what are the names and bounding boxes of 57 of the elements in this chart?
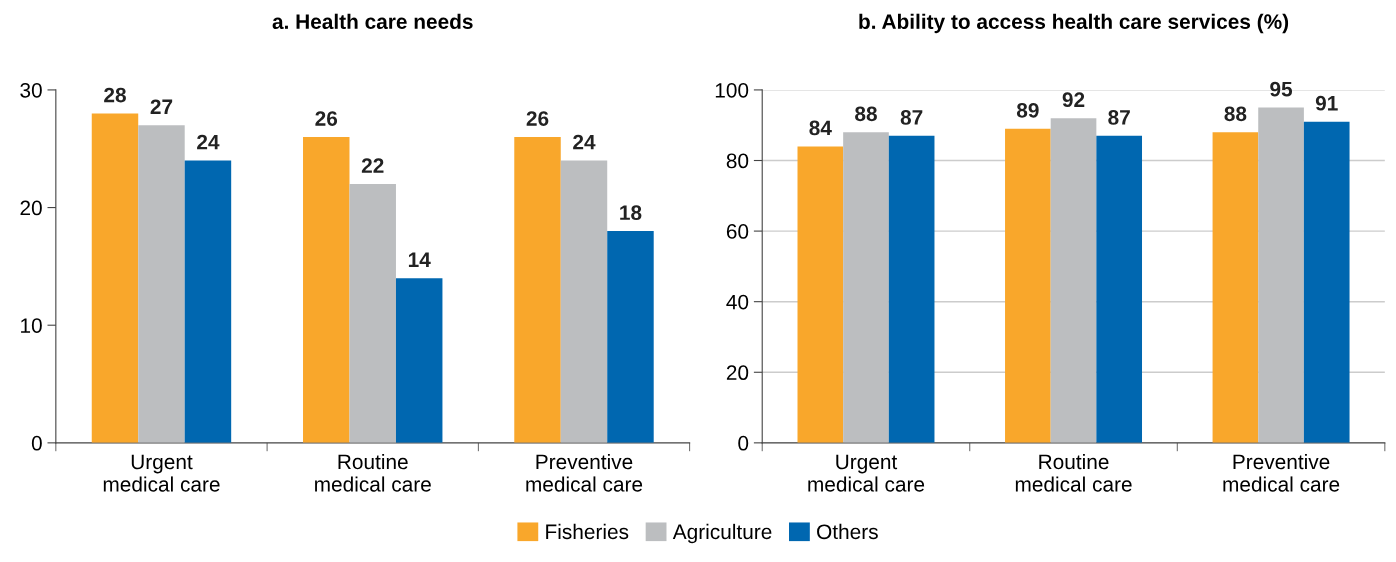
data-label: 95	[1270, 81, 1293, 97]
data-label: 22	[361, 158, 384, 173]
data-label: 84	[809, 120, 832, 136]
bar	[560, 160, 608, 443]
bar	[888, 135, 935, 443]
chart-title: b. Ability to access health care services (%)	[859, 13, 1289, 34]
data-label: 14	[408, 252, 431, 267]
bar	[1050, 118, 1097, 443]
data-label: 91	[1315, 95, 1338, 111]
legend-label: Agriculture	[672, 523, 772, 544]
bar	[1303, 121, 1350, 443]
legend-label: Fisheries	[546, 523, 629, 540]
bar	[395, 278, 443, 443]
bar	[1005, 128, 1051, 443]
bar	[91, 113, 139, 443]
legend-label: Others	[817, 523, 878, 540]
bar	[1096, 135, 1143, 443]
chart-title: a. Health care needs	[272, 13, 473, 30]
data-label: 26	[315, 111, 338, 126]
bar	[843, 132, 889, 443]
bar	[514, 136, 561, 443]
x-tick-label: Routine medical care	[315, 453, 431, 492]
bar	[797, 146, 844, 443]
y-tick-label: 10	[21, 318, 42, 333]
bar	[1258, 107, 1304, 443]
x-tick-label: Routine medical care	[1015, 453, 1132, 492]
bar	[138, 125, 185, 443]
y-tick-label: 30	[20, 82, 42, 98]
data-label: 87	[1108, 109, 1130, 125]
bar	[1212, 132, 1259, 443]
data-label: 28	[104, 87, 126, 103]
bar	[349, 184, 396, 443]
data-label: 89	[1016, 102, 1039, 118]
y-tick-label: 0	[738, 435, 749, 451]
data-label: 26	[526, 111, 549, 126]
data-label: 88	[1224, 106, 1247, 122]
data-label: 24	[573, 134, 596, 150]
y-tick-label: 40	[726, 294, 749, 310]
y-tick-label: 20	[726, 365, 749, 381]
x-tick-label: Urgent medical care	[103, 454, 220, 492]
data-label: 24	[197, 134, 220, 150]
data-label: 88	[855, 106, 877, 122]
x-tick-label: Preventive medical care	[1223, 453, 1340, 492]
x-tick-label: Preventive medical care	[526, 453, 643, 492]
data-label: 18	[620, 205, 642, 221]
bar	[184, 160, 232, 443]
data-label: 92	[1062, 92, 1085, 108]
y-tick-label: 80	[726, 153, 749, 169]
data-label: 27	[150, 99, 173, 114]
bar	[607, 231, 654, 443]
data-label: 87	[900, 109, 923, 125]
x-tick-label: Urgent medical care	[808, 454, 925, 492]
y-tick-label: 0	[31, 435, 42, 451]
y-tick-label: 100	[715, 82, 749, 98]
y-tick-label: 20	[20, 200, 42, 216]
y-tick-label: 60	[726, 224, 749, 239]
bar	[303, 136, 350, 443]
